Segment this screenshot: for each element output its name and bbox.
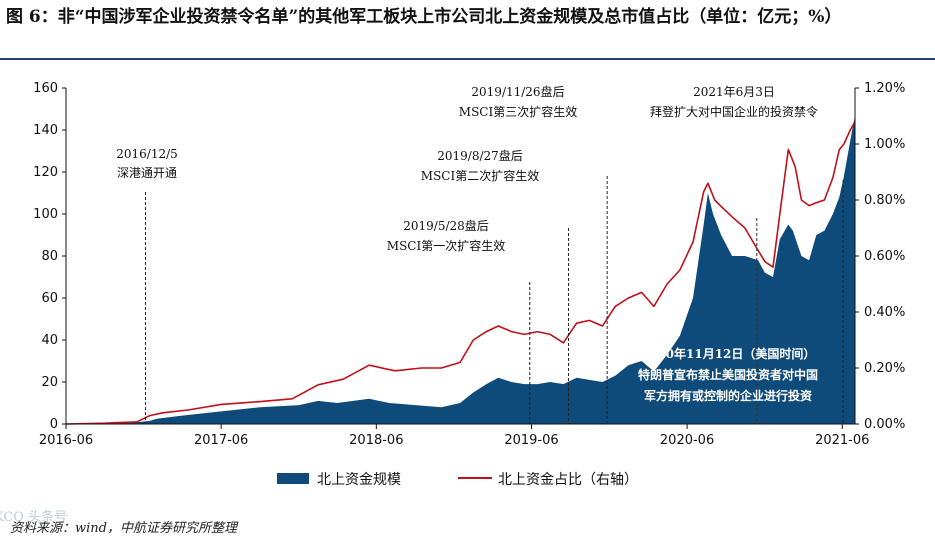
legend-label-area: 北上资金规模 [317,472,401,488]
annotation-text: 2019/5/28盘后 [403,218,489,233]
y-right-tick-label: 0.80% [864,193,905,208]
annotation-text: 2021年6月3日 [693,85,775,99]
y-left-tick-label: 160 [33,81,58,96]
y-left-tick-label: 20 [41,375,58,390]
title-divider [0,58,935,60]
legend-label-line: 北上资金占比（右轴） [498,472,638,488]
y-right-tick-label: 0.40% [864,305,905,320]
source-note: 资料来源：wind，中航证券研究所整理 [10,521,237,536]
annotation-text: 特朗普宣布禁止美国投资者对中国 [638,367,818,382]
annotation-text: MSCI第二次扩容生效 [421,168,539,183]
legend-swatch-area [277,473,309,484]
y-right-tick-label: 1.00% [864,137,905,152]
y-right-tick-label: 0.00% [864,417,905,432]
x-tick-label: 2016-06 [39,433,93,448]
x-tick-label: 2017-06 [194,433,248,448]
y-left-tick-label: 80 [41,249,58,264]
annotation-text: MSCI第三次扩容生效 [459,104,577,119]
annotation-text: 深港通开通 [117,166,177,180]
annotation-text: 2016/12/5 [116,147,178,161]
x-tick-label: 2018-06 [349,433,403,448]
y-left-tick-label: 100 [33,207,58,222]
y-right-tick-label: 1.20% [864,81,905,96]
series-area-northbound-size [66,115,855,425]
series-line-northbound-share [65,121,856,425]
chart-area: 0 20 40 60 80 100 120 140 160 0.00% 0.20% 0.40% 0.60… [33,81,905,488]
y-right-tick-label: 0.20% [864,361,905,376]
y-right-tick-label: 0.60% [864,249,905,264]
y-left-tick-label: 140 [33,123,58,138]
x-tick-label: 2019-06 [504,433,558,448]
annotation-text: 2020年11月12日（美国时间） [641,346,816,361]
y-left-tick-label: 60 [41,291,58,306]
x-tick-label: 2020-06 [660,433,714,448]
y-left-tick-label: 40 [41,333,58,348]
chart-title: 图 6：非“中国涉军企业投资禁令名单”的其他军工板块上市公司北上资金规模及总市值… [6,7,842,27]
annotation-text: 2019/11/26盘后 [471,84,564,99]
annotation-text: MSCI第一次扩容生效 [387,238,505,253]
watermark: KCQ 头条号 [0,510,68,525]
y-left-tick-label: 120 [33,165,58,180]
y-left-tick-label: 0 [50,417,58,432]
annotation-text: 拜登扩大对中国企业的投资禁令 [650,104,818,119]
annotation-text: 2019/8/27盘后 [437,148,523,163]
annotation-text: 军方拥有或控制的企业进行投资 [644,388,812,403]
x-tick-label: 2021-06 [815,433,869,448]
